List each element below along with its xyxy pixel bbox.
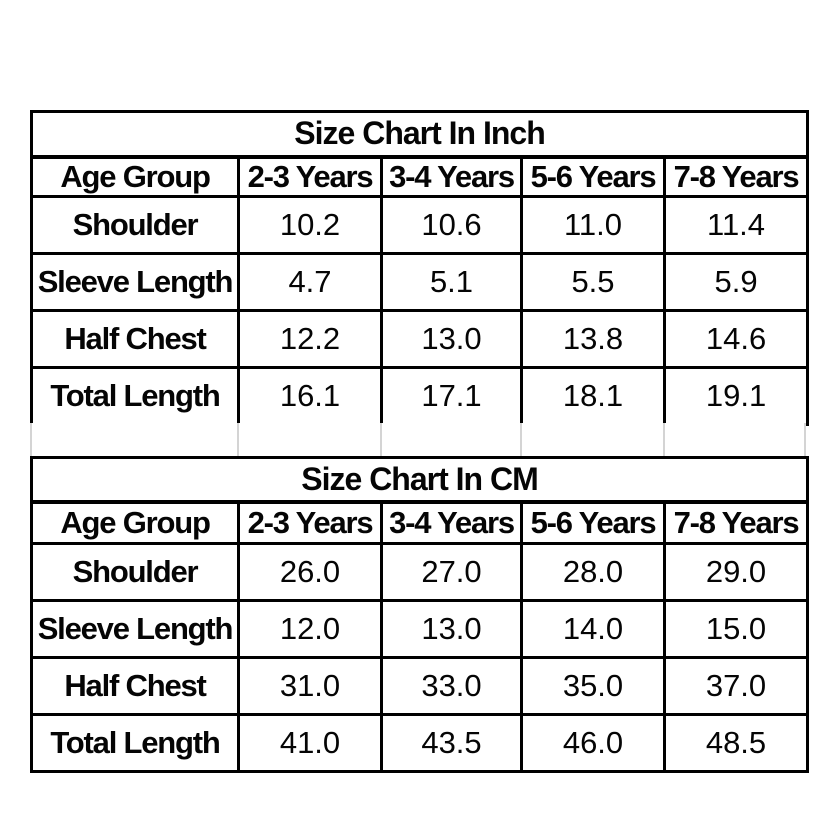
gap-gridline-cell [663,423,806,456]
row-label-half-chest: Half Chest [30,656,240,716]
cell-value: 26.0 [237,542,383,602]
table-row: Age Group 2-3 Years 3-4 Years 5-6 Years … [30,155,810,198]
column-header-2-3-years: 2-3 Years [237,155,383,198]
column-header-2-3-years: 2-3 Years [237,500,383,545]
table-row: Sleeve Length 12.0 13.0 14.0 15.0 [30,599,810,659]
row-label-shoulder: Shoulder [30,542,240,602]
row-label-half-chest: Half Chest [30,308,240,369]
cell-value: 11.4 [662,194,810,255]
cell-value: 12.2 [237,308,383,369]
cell-value: 5.5 [520,251,666,312]
row-label-shoulder: Shoulder [30,194,240,255]
cell-value: 16.1 [237,365,383,426]
size-chart-inch-table: Size Chart In Inch Age Group 2-3 Years 3… [29,110,810,426]
cell-value: 19.1 [662,365,810,426]
gap-gridline-cell [520,423,663,456]
cell-value: 11.0 [520,194,666,255]
cell-value: 12.0 [237,599,383,659]
cell-value: 14.0 [520,599,666,659]
column-header-age-group: Age Group [30,155,240,198]
table-row: Size Chart In Inch [29,110,810,159]
row-label-sleeve-length: Sleeve Length [30,251,240,312]
table-row: Sleeve Length 4.7 5.1 5.5 5.9 [30,251,810,312]
cell-value: 31.0 [237,656,383,716]
column-header-7-8-years: 7-8 Years [662,155,810,198]
gap-gridline-cell [380,423,520,456]
cell-value: 10.6 [380,194,523,255]
cell-value: 33.0 [380,656,523,716]
cell-value: 13.0 [380,308,523,369]
table-row: Shoulder 26.0 27.0 28.0 29.0 [30,542,810,602]
table-row: Half Chest 12.2 13.0 13.8 14.6 [30,308,810,369]
cell-value: 35.0 [520,656,666,716]
table-row: Total Length 16.1 17.1 18.1 19.1 [30,365,810,426]
cell-value: 5.1 [380,251,523,312]
cell-value: 41.0 [237,713,383,773]
gap-gridline-cell [30,423,237,456]
column-header-3-4-years: 3-4 Years [380,500,523,545]
cell-value: 5.9 [662,251,810,312]
column-header-3-4-years: 3-4 Years [380,155,523,198]
cell-value: 4.7 [237,251,383,312]
size-chart-cm-table: Size Chart In CM Age Group 2-3 Years 3-4… [29,456,810,773]
table-title-inch: Size Chart In Inch [29,110,810,159]
gap-gridline-cell [237,423,380,456]
cell-value: 28.0 [520,542,666,602]
cell-value: 29.0 [662,542,810,602]
cell-value: 10.2 [237,194,383,255]
cell-value: 37.0 [662,656,810,716]
cell-value: 13.0 [380,599,523,659]
cell-value: 14.6 [662,308,810,369]
cell-value: 13.8 [520,308,666,369]
column-header-5-6-years: 5-6 Years [520,155,666,198]
table-title-cm: Size Chart In CM [29,456,810,504]
column-header-age-group: Age Group [30,500,240,545]
table-row: Half Chest 31.0 33.0 35.0 37.0 [30,656,810,716]
column-header-5-6-years: 5-6 Years [520,500,666,545]
table-row: Shoulder 10.2 10.6 11.0 11.4 [30,194,810,255]
cell-value: 46.0 [520,713,666,773]
table-row: Age Group 2-3 Years 3-4 Years 5-6 Years … [30,500,810,545]
table-row: Size Chart In CM [29,456,810,504]
cell-value: 43.5 [380,713,523,773]
cell-value: 17.1 [380,365,523,426]
column-header-7-8-years: 7-8 Years [662,500,810,545]
table-row: Total Length 41.0 43.5 46.0 48.5 [30,713,810,773]
cell-value: 48.5 [662,713,810,773]
spreadsheet-gap-row [30,423,806,456]
row-label-sleeve-length: Sleeve Length [30,599,240,659]
cell-value: 27.0 [380,542,523,602]
cell-value: 15.0 [662,599,810,659]
row-label-total-length: Total Length [30,365,240,426]
cell-value: 18.1 [520,365,666,426]
row-label-total-length: Total Length [30,713,240,773]
